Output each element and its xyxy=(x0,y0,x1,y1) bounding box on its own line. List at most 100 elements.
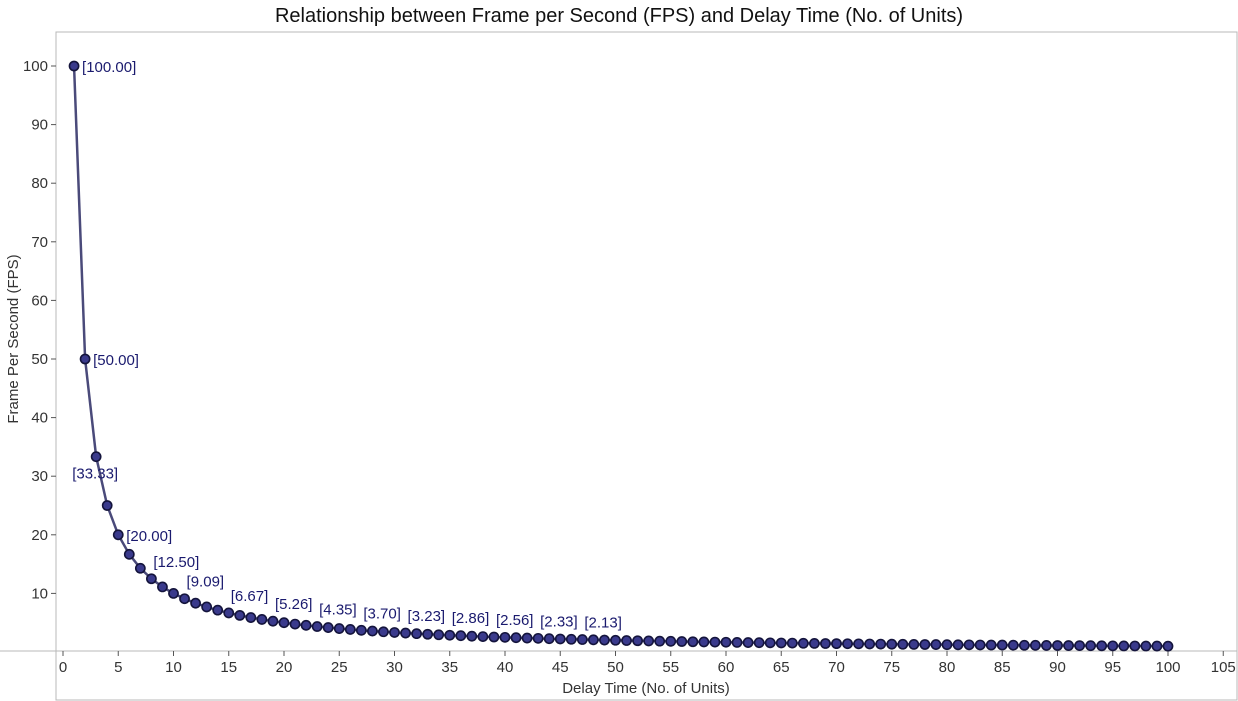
data-label: [6.67] xyxy=(231,588,269,605)
data-point xyxy=(820,638,831,649)
data-point xyxy=(543,633,555,645)
data-point xyxy=(996,639,1008,651)
x-tick-label: 85 xyxy=(994,659,1011,676)
data-point xyxy=(366,625,378,637)
x-tick-label: 40 xyxy=(497,659,514,676)
data-label: [2.33] xyxy=(540,613,578,630)
data-label: [4.35] xyxy=(319,602,357,619)
data-point xyxy=(709,636,721,648)
data-point xyxy=(775,637,787,649)
x-tick-label: 50 xyxy=(607,659,624,676)
data-label-layer: [100.00] [50.00] [33.33] [20.00] [12.50] [9.0… xyxy=(72,59,622,632)
data-point xyxy=(665,635,677,647)
y-tick-label: 60 xyxy=(31,292,48,309)
data-point xyxy=(488,631,500,643)
data-point xyxy=(201,601,213,613)
x-tick-label: 30 xyxy=(386,659,403,676)
y-axis-title: Frame Per Second (FPS) xyxy=(5,254,22,423)
data-label: [50.00] xyxy=(93,352,139,369)
data-point xyxy=(68,60,80,72)
x-tick-label: 0 xyxy=(59,659,67,676)
x-tick-label: 80 xyxy=(939,659,956,676)
data-point xyxy=(576,634,588,645)
y-tick-label: 70 xyxy=(31,234,48,251)
data-point xyxy=(477,631,489,642)
x-tick-label: 10 xyxy=(165,659,182,676)
data-point xyxy=(168,588,179,599)
data-point xyxy=(676,636,688,647)
x-tick-label: 70 xyxy=(828,659,845,676)
data-point xyxy=(698,636,710,648)
data-label: [2.86] xyxy=(452,610,490,627)
plot-frame xyxy=(55,31,1238,701)
data-point xyxy=(897,638,909,650)
data-point xyxy=(1030,639,1041,651)
data-point xyxy=(952,639,964,651)
data-point xyxy=(753,637,765,649)
data-point xyxy=(985,639,997,651)
data-label: [2.13] xyxy=(584,615,622,632)
data-point xyxy=(466,630,478,642)
data-point xyxy=(134,562,146,574)
data-label: [12.50] xyxy=(153,554,199,571)
data-label: [20.00] xyxy=(126,528,172,545)
data-point xyxy=(908,638,920,650)
data-point xyxy=(223,607,235,619)
data-label: [2.56] xyxy=(496,612,534,629)
data-point xyxy=(300,619,312,631)
data-point xyxy=(1140,640,1152,652)
data-label: [5.26] xyxy=(275,596,313,613)
data-point xyxy=(278,617,290,629)
data-point xyxy=(389,627,400,638)
data-point xyxy=(621,635,632,646)
data-point xyxy=(1085,640,1097,652)
data-label: [3.23] xyxy=(408,608,446,625)
data-point xyxy=(930,639,942,650)
data-point xyxy=(311,621,323,632)
data-point xyxy=(554,633,566,645)
data-point xyxy=(919,639,931,650)
data-point xyxy=(79,353,91,365)
data-point xyxy=(422,628,434,640)
data-point xyxy=(322,622,334,633)
data-label: [9.09] xyxy=(187,574,225,591)
y-tick-label: 10 xyxy=(31,585,48,602)
data-point xyxy=(411,628,422,640)
data-point xyxy=(842,638,853,650)
data-point xyxy=(256,614,268,625)
y-tick-label: 20 xyxy=(31,527,48,544)
x-tick-label: 60 xyxy=(718,659,735,676)
y-tick-label: 40 xyxy=(31,410,48,427)
data-point xyxy=(289,618,301,630)
data-point xyxy=(1074,640,1085,652)
data-point xyxy=(831,638,842,650)
data-point xyxy=(145,573,157,585)
data-point xyxy=(179,593,190,605)
data-point xyxy=(720,636,732,648)
x-tick-label: 35 xyxy=(441,659,458,676)
x-tick-label: 90 xyxy=(1049,659,1066,676)
data-point xyxy=(190,597,201,609)
data-point xyxy=(1096,640,1108,652)
data-point xyxy=(853,638,864,650)
data-point xyxy=(355,624,367,636)
data-point xyxy=(444,629,456,641)
data-point xyxy=(400,627,411,639)
data-point xyxy=(1129,640,1141,652)
data-point xyxy=(267,615,279,627)
data-point xyxy=(875,638,887,650)
data-point xyxy=(1018,639,1030,651)
data-point xyxy=(886,638,898,650)
x-tick-label: 15 xyxy=(220,659,237,676)
data-point xyxy=(123,548,135,560)
x-tick-label: 95 xyxy=(1104,659,1121,676)
data-point xyxy=(510,632,522,644)
x-tick-label: 20 xyxy=(276,659,293,676)
data-point xyxy=(1041,640,1052,651)
x-tick-label: 25 xyxy=(331,659,348,676)
data-point xyxy=(333,623,345,634)
data-point xyxy=(1162,640,1174,652)
data-point xyxy=(731,636,743,648)
data-point xyxy=(1118,640,1130,652)
data-point xyxy=(344,624,356,635)
